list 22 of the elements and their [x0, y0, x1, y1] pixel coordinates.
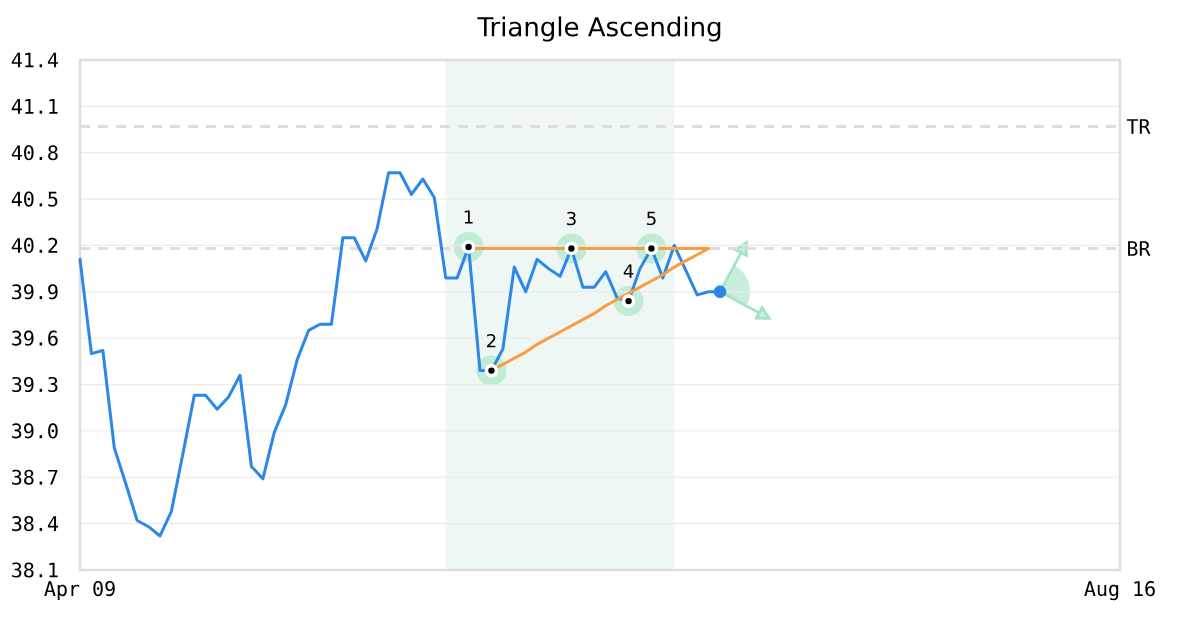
x-tick-label: Apr 09 — [44, 581, 115, 601]
y-tick-label: 40.2 — [11, 237, 58, 253]
annotation: 3 — [567, 211, 576, 226]
annotation: 2 — [487, 333, 496, 348]
annotation: 4 — [623, 264, 634, 278]
y-tick-label: 41.1 — [11, 99, 58, 114]
y-tick-label: 38.1 — [12, 562, 58, 578]
y-tick-label: 38.7 — [12, 469, 58, 485]
chart-title: Triangle Ascending — [477, 16, 721, 42]
ref-line-label: TR — [1126, 119, 1151, 134]
y-tick-label: 38.4 — [12, 516, 58, 532]
annotation: 5 — [647, 211, 656, 226]
y-tick-label: 41.4 — [11, 52, 58, 68]
y-tick-label: 39.3 — [12, 376, 58, 393]
x-tick-label: Aug 16 — [1084, 581, 1155, 601]
ref-line-label: BR — [1128, 241, 1151, 256]
annotation: 1 — [464, 210, 473, 224]
y-tick-label: 39.0 — [12, 423, 58, 439]
y-tick-label: 39.6 — [12, 330, 58, 346]
y-tick-label: 40.5 — [11, 191, 58, 207]
y-tick-label: 39.9 — [12, 284, 58, 300]
y-tick-label: 40.8 — [11, 145, 58, 161]
